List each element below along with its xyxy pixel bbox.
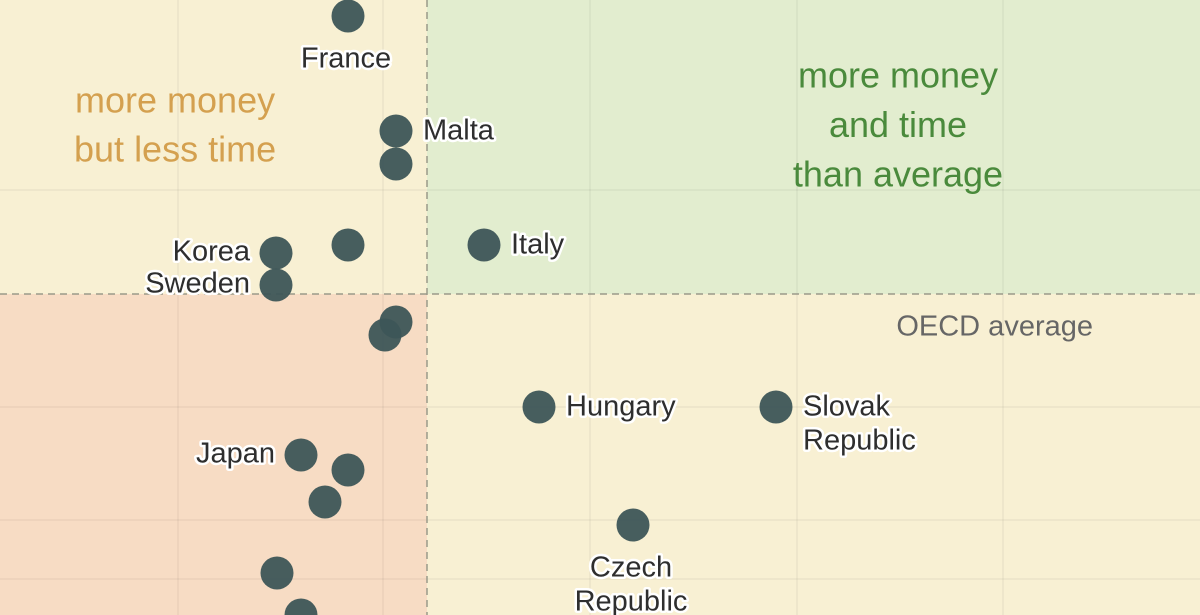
- quadrant-label: more money: [798, 55, 998, 96]
- point-label: Korea: [173, 236, 251, 268]
- point: [759, 390, 793, 424]
- point: [616, 508, 650, 542]
- point-label: Japan: [196, 438, 275, 470]
- point-label: Republic: [803, 425, 916, 457]
- point: [379, 147, 413, 181]
- point: [331, 228, 365, 262]
- quadrant-label: than average: [793, 154, 1003, 195]
- point-label: Czech: [590, 552, 672, 584]
- point: [259, 268, 293, 302]
- point-label: Hungary: [566, 391, 676, 423]
- point: [379, 114, 413, 148]
- point-label: Malta: [423, 115, 495, 147]
- quadrant: [0, 294, 427, 615]
- point-label: Sweden: [145, 268, 250, 300]
- point: [308, 485, 342, 519]
- quadrant-label: but less time: [74, 129, 276, 170]
- quadrant: [427, 0, 1200, 294]
- point: [259, 236, 293, 270]
- point: [331, 453, 365, 487]
- point: [467, 228, 501, 262]
- average-label: OECD average: [896, 311, 1093, 343]
- point: [284, 598, 318, 615]
- point: [368, 318, 402, 352]
- point-label: Republic: [575, 586, 688, 615]
- point-label: Italy: [511, 229, 565, 261]
- quadrant-label: more money: [75, 80, 275, 121]
- quadrant: [427, 294, 1200, 615]
- point: [522, 390, 556, 424]
- point-label: Slovak: [803, 391, 891, 423]
- point: [331, 0, 365, 33]
- point-label: France: [301, 43, 391, 75]
- point: [284, 438, 318, 472]
- quadrant-label: and time: [829, 104, 967, 145]
- point: [260, 556, 294, 590]
